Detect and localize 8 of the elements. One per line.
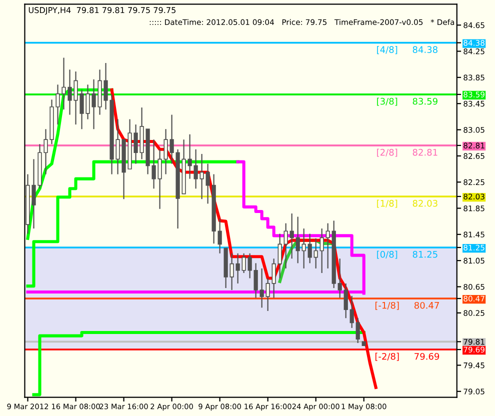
ref-line-label: [-1/8] 80.47 [375, 302, 439, 310]
ref-line-label: [-2/8] 79.69 [375, 352, 440, 361]
ref-line-label: [4/8] 84.38 [377, 46, 438, 54]
ref-line-label: [0/8] 81.25 [377, 250, 438, 259]
chart-title: USDJPY,H4 79.81 79.81 79.75 79.75 [28, 7, 176, 15]
ref-line-label: [2/8] 82.81 [377, 148, 438, 157]
ref-line-label: [1/8] 82.03 [377, 200, 438, 208]
ref-line-label: [3/8] 83.59 [377, 98, 438, 106]
